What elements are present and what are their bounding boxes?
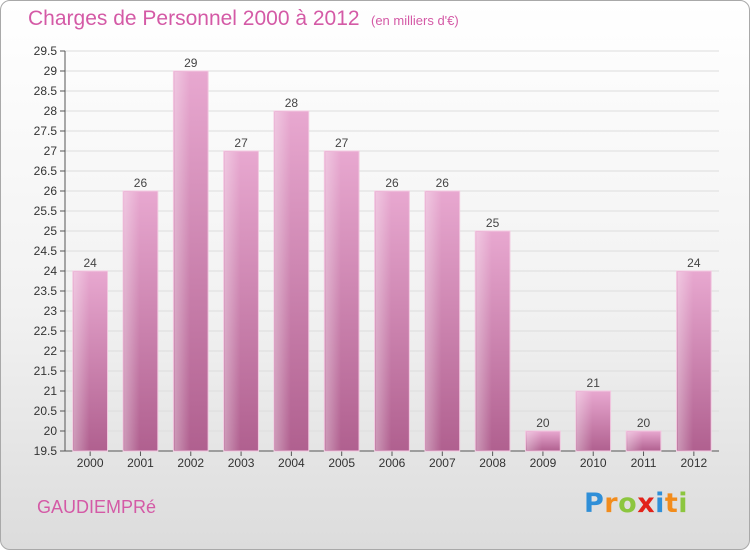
y-tick-label: 27 xyxy=(44,144,58,158)
logo-letter: r xyxy=(604,488,619,519)
logo-letter: i xyxy=(678,488,689,519)
x-tick-label: 2011 xyxy=(631,456,657,470)
bar-highlight xyxy=(224,152,241,450)
logo-letter: i xyxy=(655,488,665,519)
bar-highlight xyxy=(576,392,593,450)
y-tick-label: 24 xyxy=(44,264,58,278)
bar-highlight xyxy=(325,152,341,450)
y-tick-label: 20.5 xyxy=(34,404,58,418)
y-tick-label: 23 xyxy=(44,304,58,318)
bar-highlight xyxy=(73,272,90,450)
y-tick-label: 21 xyxy=(44,384,58,398)
y-tick-label: 22.5 xyxy=(34,324,58,338)
bar-highlight xyxy=(526,432,543,450)
x-tick-label: 2008 xyxy=(479,456,506,470)
proxiti-logo: Proxiti xyxy=(584,488,688,519)
x-tick-label: 2002 xyxy=(177,456,204,470)
y-tick-label: 21.5 xyxy=(34,364,58,378)
y-tick-label: 22 xyxy=(44,344,58,358)
x-tick-label: 2001 xyxy=(127,456,154,470)
data-label: 24 xyxy=(83,256,97,270)
bars xyxy=(72,70,712,452)
bar-highlight xyxy=(124,192,140,450)
y-tick-label: 28.5 xyxy=(34,84,58,98)
y-tick-label: 29 xyxy=(44,64,58,78)
bar-highlight xyxy=(627,432,643,450)
data-label: 28 xyxy=(285,96,299,110)
chart-unit: (en milliers d'€) xyxy=(371,13,459,28)
x-tick-label: 2004 xyxy=(278,456,305,470)
y-tick-label: 23.5 xyxy=(34,284,58,298)
x-tick-label: 2012 xyxy=(680,456,707,470)
y-tick-label: 20 xyxy=(44,424,58,438)
y-tick-label: 25.5 xyxy=(34,204,58,218)
labels: 19.5 20 20.5 21 21.5 22 22.5 23 23.5 24 24.5 25 25.5… xyxy=(34,44,708,470)
bar-highlight xyxy=(476,232,492,450)
bar-highlight xyxy=(174,72,191,450)
y-tick-label: 26 xyxy=(44,184,58,198)
data-label: 26 xyxy=(134,176,148,190)
data-label: 29 xyxy=(184,56,198,70)
x-tick-label: 2006 xyxy=(379,456,406,470)
data-label: 20 xyxy=(536,416,550,430)
logo-letter: o xyxy=(618,488,638,519)
x-tick-label: 2007 xyxy=(429,456,456,470)
bar-highlight xyxy=(375,192,392,450)
x-tick-label: 2009 xyxy=(530,456,557,470)
commune-name: GAUDIEMPRé xyxy=(37,497,157,517)
chart-title: Charges de Personnel 2000 à 2012 xyxy=(28,7,360,30)
data-label: 20 xyxy=(637,416,651,430)
x-tick-label: 2010 xyxy=(580,456,607,470)
y-tick-label: 29.5 xyxy=(34,44,58,58)
x-tick-label: 2003 xyxy=(228,456,255,470)
data-label: 26 xyxy=(436,176,450,190)
y-tick-label: 25 xyxy=(44,224,58,238)
y-tick-label: 19.5 xyxy=(34,444,58,458)
x-tick-label: 2005 xyxy=(328,456,355,470)
data-label: 26 xyxy=(385,176,399,190)
logo-letter: x xyxy=(637,488,656,519)
data-label: 21 xyxy=(587,376,601,390)
data-label: 25 xyxy=(486,216,500,230)
data-label: 27 xyxy=(234,136,248,150)
y-tick-label: 28 xyxy=(44,104,58,118)
bar-highlight xyxy=(275,112,291,450)
bar-highlight xyxy=(425,192,442,450)
logo-letter: t xyxy=(664,488,679,519)
y-tick-label: 26.5 xyxy=(34,164,58,178)
y-tick-label: 27.5 xyxy=(34,124,58,138)
data-label: 27 xyxy=(335,136,349,150)
x-tick-label: 2000 xyxy=(77,456,104,470)
logo-letter: P xyxy=(584,488,605,519)
data-label: 24 xyxy=(687,256,701,270)
y-tick-label: 24.5 xyxy=(34,244,58,258)
bar-highlight xyxy=(677,272,694,450)
